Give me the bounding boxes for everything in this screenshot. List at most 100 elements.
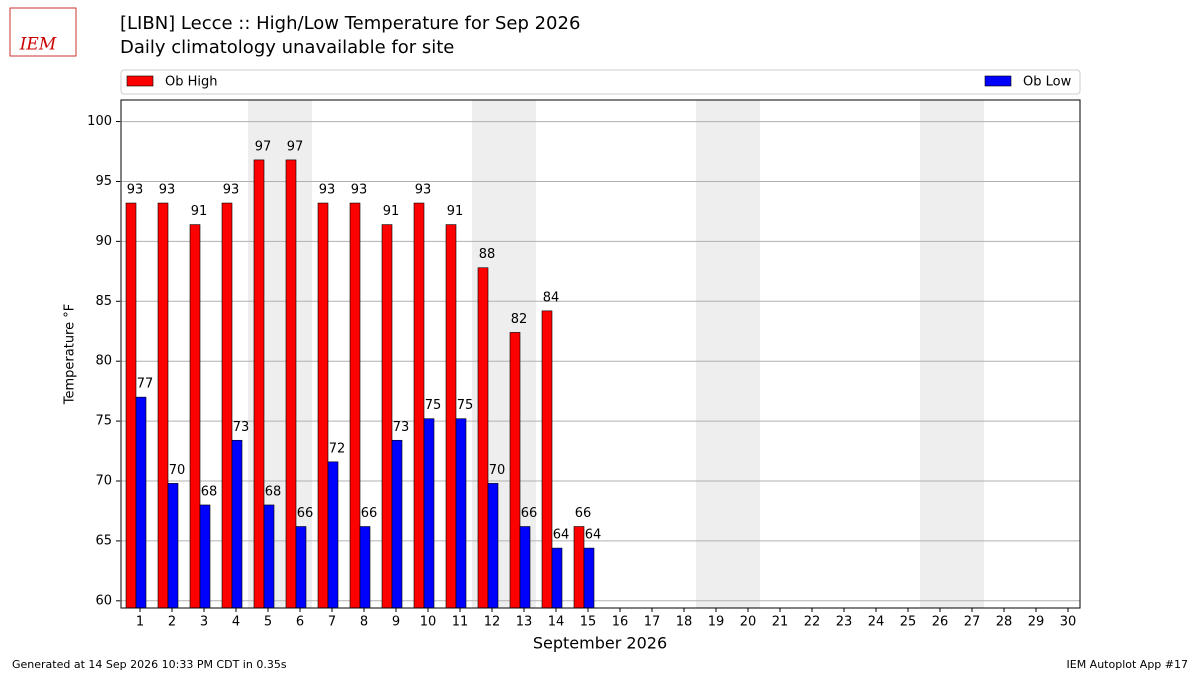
y-tick-label: 85 bbox=[95, 294, 112, 309]
value-label: 82 bbox=[511, 312, 528, 327]
legend-label: Ob High bbox=[165, 75, 218, 90]
y-tick-label: 65 bbox=[95, 533, 112, 548]
x-tick-label: 10 bbox=[420, 615, 437, 630]
chart-subtitle: Daily climatology unavailable for site bbox=[120, 37, 454, 58]
value-label: 68 bbox=[265, 484, 282, 499]
value-label: 84 bbox=[543, 290, 560, 305]
x-tick-label: 17 bbox=[644, 615, 661, 630]
value-label: 93 bbox=[223, 183, 240, 198]
bar bbox=[199, 504, 211, 609]
y-tick-label: 80 bbox=[95, 354, 112, 369]
value-label: 66 bbox=[297, 506, 314, 521]
legend-label: Ob Low bbox=[1023, 75, 1072, 90]
value-label: 66 bbox=[521, 506, 538, 521]
shaded-band bbox=[728, 100, 760, 608]
value-label: 66 bbox=[575, 506, 592, 521]
footer-right: IEM Autoplot App #17 bbox=[1067, 658, 1189, 671]
plot-frame bbox=[120, 99, 1081, 609]
x-tick-label: 7 bbox=[328, 615, 336, 630]
x-tick-label: 14 bbox=[548, 615, 565, 630]
legend-swatch bbox=[126, 75, 154, 87]
bar bbox=[327, 461, 339, 609]
x-tick-label: 30 bbox=[1060, 615, 1077, 630]
shaded-band bbox=[952, 100, 984, 608]
x-tick-label: 19 bbox=[708, 615, 725, 630]
x-tick-label: 15 bbox=[580, 615, 597, 630]
x-tick-label: 22 bbox=[804, 615, 821, 630]
bar bbox=[135, 396, 147, 609]
logo: IEM bbox=[19, 35, 57, 55]
value-label: 64 bbox=[585, 528, 602, 543]
x-tick-label: 18 bbox=[676, 615, 693, 630]
bar bbox=[413, 202, 425, 609]
x-tick-label: 29 bbox=[1028, 615, 1045, 630]
value-label: 64 bbox=[553, 528, 570, 543]
bar bbox=[295, 526, 307, 609]
x-tick-label: 9 bbox=[392, 615, 400, 630]
bar bbox=[167, 483, 179, 609]
chart-title: [LIBN] Lecce :: High/Low Temperature for… bbox=[120, 13, 580, 34]
bar bbox=[519, 526, 531, 609]
x-tick-label: 12 bbox=[484, 615, 501, 630]
y-axis-label: Temperature °F bbox=[63, 304, 78, 405]
bar bbox=[231, 439, 243, 609]
y-tick-label: 75 bbox=[95, 414, 112, 429]
x-tick-label: 24 bbox=[868, 615, 885, 630]
bar bbox=[551, 547, 563, 609]
bar bbox=[477, 267, 489, 609]
x-tick-label: 16 bbox=[612, 615, 629, 630]
bar bbox=[423, 418, 435, 609]
bar bbox=[391, 439, 403, 609]
x-tick-label: 11 bbox=[452, 615, 469, 630]
bar bbox=[445, 224, 457, 609]
x-tick-label: 20 bbox=[740, 615, 757, 630]
x-tick-label: 4 bbox=[232, 615, 240, 630]
shaded-band bbox=[920, 100, 952, 608]
legend-swatch bbox=[984, 75, 1012, 87]
value-label: 70 bbox=[489, 463, 506, 478]
shaded-band bbox=[696, 100, 728, 608]
value-label: 93 bbox=[415, 183, 432, 198]
value-label: 73 bbox=[393, 420, 410, 435]
value-label: 93 bbox=[351, 183, 368, 198]
x-tick-label: 6 bbox=[296, 615, 304, 630]
value-label: 75 bbox=[457, 398, 474, 413]
bar bbox=[285, 159, 297, 609]
value-label: 91 bbox=[383, 204, 400, 219]
bar bbox=[253, 159, 265, 609]
value-label: 77 bbox=[137, 377, 154, 392]
x-tick-label: 28 bbox=[996, 615, 1013, 630]
value-label: 88 bbox=[479, 247, 496, 262]
bar bbox=[541, 310, 553, 609]
y-tick-label: 95 bbox=[95, 174, 112, 189]
bar bbox=[189, 224, 201, 609]
value-label: 66 bbox=[361, 506, 378, 521]
bar bbox=[125, 202, 137, 609]
x-tick-label: 13 bbox=[516, 615, 533, 630]
bar bbox=[157, 202, 169, 609]
x-tick-label: 23 bbox=[836, 615, 853, 630]
legend-frame bbox=[120, 69, 1081, 95]
bar bbox=[349, 202, 361, 609]
bar bbox=[221, 202, 233, 609]
value-label: 68 bbox=[201, 484, 218, 499]
value-label: 73 bbox=[233, 420, 250, 435]
footer-left: Generated at 14 Sep 2026 10:33 PM CDT in… bbox=[12, 658, 287, 671]
y-tick-label: 60 bbox=[95, 593, 112, 608]
value-label: 91 bbox=[191, 204, 208, 219]
bar bbox=[583, 547, 595, 609]
x-tick-label: 3 bbox=[200, 615, 208, 630]
x-axis-label: September 2026 bbox=[533, 634, 667, 653]
value-label: 70 bbox=[169, 463, 186, 478]
bar bbox=[381, 224, 393, 609]
x-tick-label: 1 bbox=[136, 615, 144, 630]
value-label: 93 bbox=[159, 183, 176, 198]
x-tick-label: 25 bbox=[900, 615, 917, 630]
x-tick-label: 27 bbox=[964, 615, 981, 630]
y-tick-label: 90 bbox=[95, 234, 112, 249]
value-label: 91 bbox=[447, 204, 464, 219]
bar bbox=[487, 483, 499, 609]
logo-frame bbox=[9, 7, 77, 57]
bar bbox=[573, 526, 585, 609]
